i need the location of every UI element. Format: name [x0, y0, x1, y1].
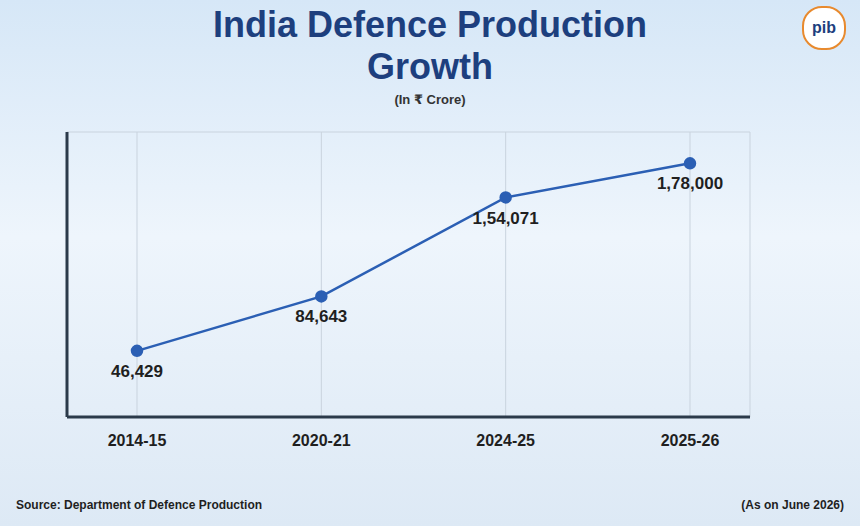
html-text:Source: Department of Defence: Source: Department of Defence Production — [16, 498, 262, 512]
svg-text:2014-15: 2014-15 — [108, 432, 167, 449]
html-text:pib: pib — [812, 19, 836, 36]
svg-text:1,54,071: 1,54,071 — [473, 209, 539, 228]
svg-text:2020-21: 2020-21 — [292, 432, 351, 449]
svg-text:1,78,000: 1,78,000 — [657, 174, 723, 193]
svg-text:84,643: 84,643 — [295, 307, 347, 326]
svg-text:2024-25: 2024-25 — [476, 432, 535, 449]
html-text:(As on June 2026): (As on June 2026) — [741, 498, 844, 512]
html-text:(In ₹ Crore): (In ₹ Crore) — [394, 92, 466, 107]
html-text:India Defence Production Growt: India Defence Production Growth — [213, 4, 647, 87]
svg-text:2025-26: 2025-26 — [661, 432, 720, 449]
svg-text:46,429: 46,429 — [111, 362, 163, 381]
